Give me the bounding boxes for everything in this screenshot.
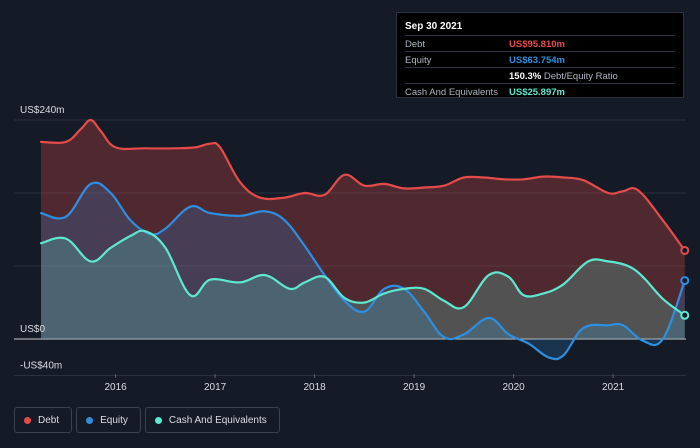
x-tick-label: 2016 [105,382,128,393]
x-tick-label: 2017 [204,382,227,393]
tooltip-row-ratio: 150.3% Debt/Equity Ratio [405,67,675,84]
legend-item-equity[interactable]: Equity [76,407,141,433]
x-tick-label: 2018 [304,382,327,393]
tooltip-value: US$25.897m [509,87,565,98]
cash-and-equivalents-endpoint [680,310,690,320]
tooltip-ratio-value: 150.3% Debt/Equity Ratio [509,71,618,82]
cash-dot-icon [154,416,162,424]
cash-and-equivalents-line [39,229,686,317]
equity-area [41,182,685,360]
series-areas [41,119,685,360]
y-tick-label: US$240m [20,105,64,116]
ratio-suffix: Debt/Equity Ratio [541,71,618,82]
debt-dot-icon [24,416,31,424]
series-endpoints [680,245,690,320]
tooltip-row-cash: Cash And Equivalents US$25.897m [405,83,675,100]
cash-and-equivalents-area [41,230,685,339]
tooltip-label: Cash And Equivalents [405,87,498,98]
tooltip-row-debt: Debt US$95.810m [405,35,675,52]
tooltip-value: US$63.754m [509,55,565,66]
legend-item-cash[interactable]: Cash And Equivalents [144,407,280,433]
chart-legend: Debt Equity Cash And Equivalents [14,407,280,433]
y-tick-label: US$0 [20,324,45,335]
x-tick-label: 2019 [403,382,426,393]
legend-label: Equity [100,414,128,426]
debt-line [39,118,686,252]
legend-label: Debt [38,414,60,426]
y-axis-ticks: US$240m US$0 -US$40m [20,105,64,372]
x-axis-ticks: 2016 2017 2018 2019 2020 2021 [105,374,625,393]
tooltip-label: Debt [405,39,426,50]
tooltip-label: Equity [405,55,432,66]
debt-endpoint [680,245,690,255]
y-tick-label: -US$40m [20,361,62,372]
x-tick-label: 2021 [602,382,625,393]
legend-item-debt[interactable]: Debt [14,407,73,433]
legend-label: Cash And Equivalents [168,414,267,426]
tooltip-date: Sep 30 2021 [405,21,463,32]
tooltip-value: US$95.810m [509,39,565,50]
debt-area [41,119,685,340]
ratio-number: 150.3% [509,71,542,82]
data-tooltip: Sep 30 2021 Debt US$95.810m Equity US$63… [396,12,684,98]
x-tick-label: 2020 [503,382,526,393]
equity-endpoint [680,276,690,286]
series-lines [39,118,686,361]
equity-dot-icon [86,416,94,424]
tooltip-row-equity: Equity US$63.754m [405,51,675,68]
